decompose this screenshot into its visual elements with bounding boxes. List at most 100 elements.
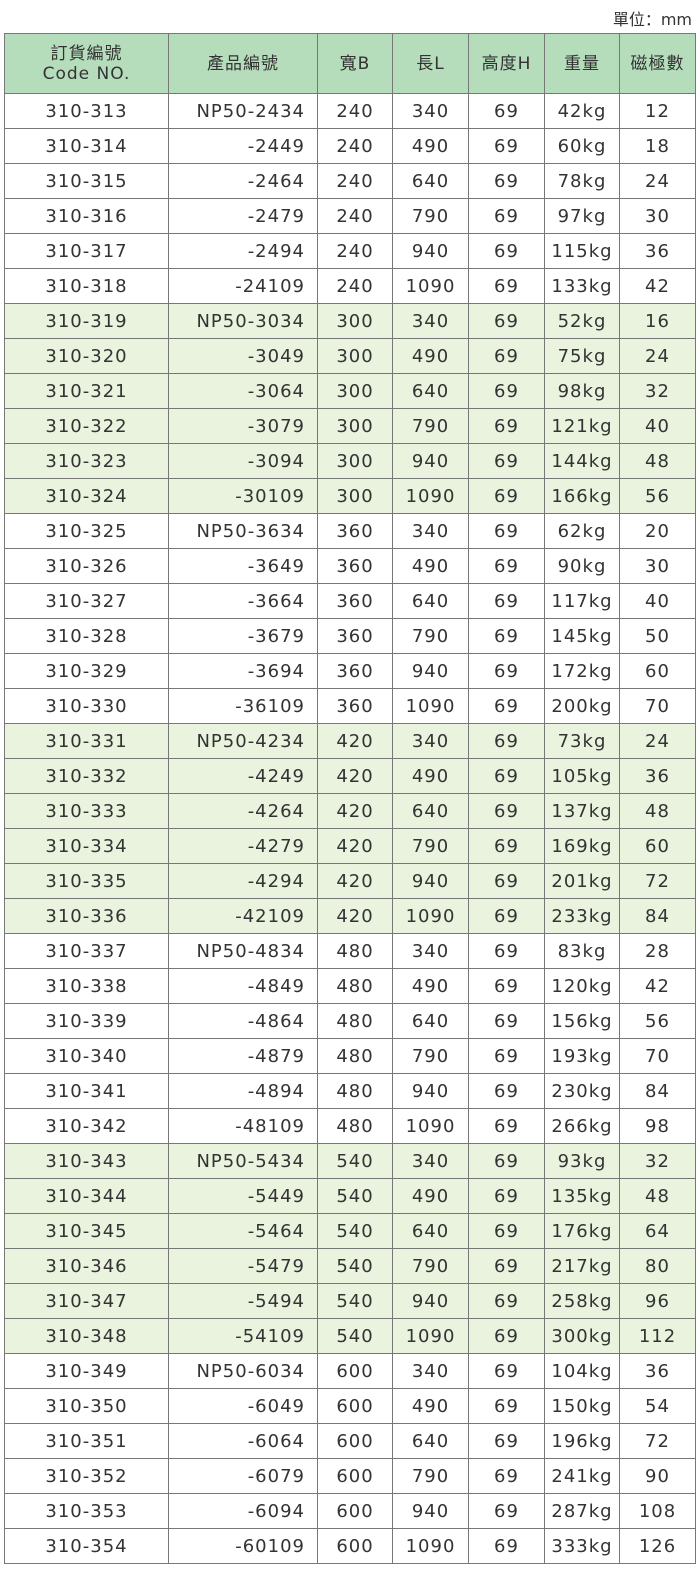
cell-width: 600 [317, 1493, 393, 1529]
cell-weight: 62kg [544, 513, 620, 549]
cell-length: 340 [392, 933, 469, 969]
cell-poles: 126 [619, 1528, 696, 1564]
table-row: 310-325 NP50-3634 360 340 69 62kg 20 [4, 513, 696, 549]
cell-poles: 36 [619, 233, 696, 269]
cell-poles: 48 [619, 443, 696, 479]
cell-code: 310-314 [4, 128, 169, 164]
cell-length: 340 [392, 723, 469, 759]
cell-width: 480 [317, 968, 393, 1004]
cell-width: 420 [317, 793, 393, 829]
cell-product: -3049 [168, 338, 318, 374]
cell-code: 310-320 [4, 338, 169, 374]
table-row: 310-316 -2479 240 790 69 97kg 30 [4, 198, 696, 234]
cell-product: -4264 [168, 793, 318, 829]
cell-product: -5449 [168, 1178, 318, 1214]
cell-length: 340 [392, 1143, 469, 1179]
cell-width: 300 [317, 478, 393, 514]
cell-width: 360 [317, 513, 393, 549]
cell-poles: 96 [619, 1283, 696, 1319]
cell-width: 540 [317, 1213, 393, 1249]
cell-weight: 115kg [544, 233, 620, 269]
cell-weight: 117kg [544, 583, 620, 619]
cell-code: 310-340 [4, 1038, 169, 1074]
cell-poles: 56 [619, 478, 696, 514]
cell-length: 790 [392, 828, 469, 864]
cell-product: -60109 [168, 1528, 318, 1564]
cell-weight: 176kg [544, 1213, 620, 1249]
cell-product: -2494 [168, 233, 318, 269]
cell-length: 790 [392, 408, 469, 444]
cell-product: -2479 [168, 198, 318, 234]
cell-width: 360 [317, 653, 393, 689]
cell-poles: 72 [619, 863, 696, 899]
cell-width: 600 [317, 1528, 393, 1564]
cell-height: 69 [468, 1283, 545, 1319]
cell-height: 69 [468, 1353, 545, 1389]
cell-weight: 156kg [544, 1003, 620, 1039]
cell-height: 69 [468, 1318, 545, 1354]
cell-height: 69 [468, 1073, 545, 1109]
cell-width: 600 [317, 1423, 393, 1459]
cell-length: 1090 [392, 688, 469, 724]
cell-poles: 30 [619, 198, 696, 234]
table-row: 310-339 -4864 480 640 69 156kg 56 [4, 1003, 696, 1039]
cell-width: 360 [317, 548, 393, 584]
cell-width: 480 [317, 933, 393, 969]
cell-weight: 266kg [544, 1108, 620, 1144]
cell-code: 310-339 [4, 1003, 169, 1039]
table-row: 310-326 -3649 360 490 69 90kg 30 [4, 548, 696, 584]
cell-product: -3679 [168, 618, 318, 654]
cell-length: 490 [392, 128, 469, 164]
table-row: 310-314 -2449 240 490 69 60kg 18 [4, 128, 696, 164]
cell-weight: 73kg [544, 723, 620, 759]
cell-poles: 40 [619, 583, 696, 619]
cell-width: 540 [317, 1283, 393, 1319]
product-spec-table: 訂貨編號 Code NO. 產品編號 寬B 長L 高度H 重量 磁極數 310-3… [4, 33, 696, 1564]
table-row: 310-327 -3664 360 640 69 117kg 40 [4, 583, 696, 619]
cell-length: 490 [392, 968, 469, 1004]
header-row: 訂貨編號 Code NO. 產品編號 寬B 長L 高度H 重量 磁極數 [4, 33, 696, 94]
table-row: 310-352 -6079 600 790 69 241kg 90 [4, 1458, 696, 1494]
cell-product: NP50-6034 [168, 1353, 318, 1389]
cell-height: 69 [468, 1248, 545, 1284]
cell-length: 490 [392, 548, 469, 584]
cell-length: 340 [392, 303, 469, 339]
cell-height: 69 [468, 1178, 545, 1214]
cell-weight: 230kg [544, 1073, 620, 1109]
cell-length: 790 [392, 1458, 469, 1494]
table-row: 310-346 -5479 540 790 69 217kg 80 [4, 1248, 696, 1284]
cell-width: 300 [317, 338, 393, 374]
cell-product: -4249 [168, 758, 318, 794]
cell-width: 420 [317, 863, 393, 899]
cell-code: 310-353 [4, 1493, 169, 1529]
cell-height: 69 [468, 688, 545, 724]
cell-weight: 200kg [544, 688, 620, 724]
cell-weight: 135kg [544, 1178, 620, 1214]
table-row: 310-342 -48109 480 1090 69 266kg 98 [4, 1108, 696, 1144]
cell-length: 790 [392, 198, 469, 234]
cell-code: 310-341 [4, 1073, 169, 1109]
cell-weight: 217kg [544, 1248, 620, 1284]
cell-width: 420 [317, 828, 393, 864]
cell-weight: 169kg [544, 828, 620, 864]
cell-length: 940 [392, 1283, 469, 1319]
cell-code: 310-313 [4, 93, 169, 129]
cell-width: 240 [317, 233, 393, 269]
cell-product: -6079 [168, 1458, 318, 1494]
cell-code: 310-322 [4, 408, 169, 444]
table-row: 310-349 NP50-6034 600 340 69 104kg 36 [4, 1353, 696, 1389]
cell-weight: 104kg [544, 1353, 620, 1389]
cell-length: 640 [392, 373, 469, 409]
cell-length: 640 [392, 793, 469, 829]
cell-height: 69 [468, 303, 545, 339]
cell-product: -6094 [168, 1493, 318, 1529]
cell-poles: 50 [619, 618, 696, 654]
cell-height: 69 [468, 128, 545, 164]
cell-code: 310-345 [4, 1213, 169, 1249]
cell-poles: 24 [619, 723, 696, 759]
cell-code: 310-328 [4, 618, 169, 654]
cell-code: 310-354 [4, 1528, 169, 1564]
table-row: 310-336 -42109 420 1090 69 233kg 84 [4, 898, 696, 934]
table-row: 310-322 -3079 300 790 69 121kg 40 [4, 408, 696, 444]
cell-width: 600 [317, 1353, 393, 1389]
